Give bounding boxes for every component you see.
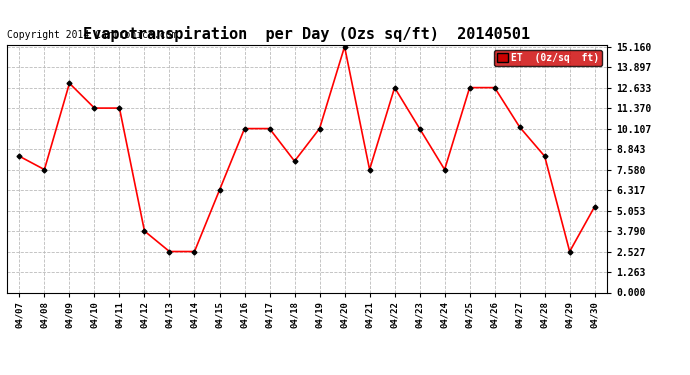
Text: Copyright 2014 Cartronics.com: Copyright 2014 Cartronics.com <box>7 30 177 40</box>
Title: Evapotranspiration  per Day (Ozs sq/ft)  20140501: Evapotranspiration per Day (Ozs sq/ft) 2… <box>83 27 531 42</box>
Legend: ET  (0z/sq  ft): ET (0z/sq ft) <box>494 50 602 66</box>
